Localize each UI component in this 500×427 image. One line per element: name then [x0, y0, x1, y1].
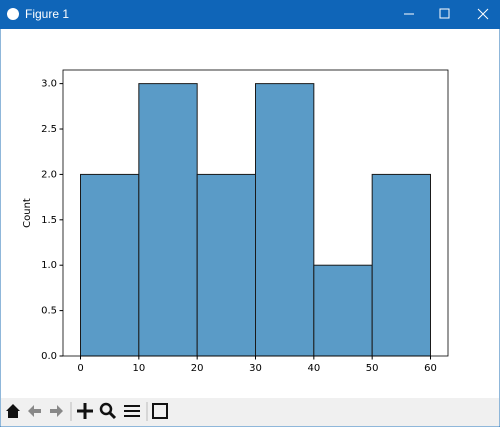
toolbar — [1, 398, 499, 426]
x-tick-label: 40 — [307, 363, 320, 374]
configure-button[interactable] — [124, 405, 140, 417]
y-tick-label: 0.0 — [41, 351, 57, 362]
bar — [255, 83, 315, 357]
x-tick-label: 50 — [366, 363, 379, 374]
home-button[interactable] — [6, 404, 20, 418]
zoom-button[interactable] — [99, 402, 117, 420]
x-tick-label: 60 — [424, 363, 437, 374]
y-tick-label: 2.5 — [41, 124, 57, 135]
x-tick-label: 10 — [132, 363, 145, 374]
bar — [138, 83, 198, 357]
x-tick-label: 0 — [77, 363, 83, 374]
app-icon — [7, 8, 19, 20]
title-bar — [0, 0, 500, 29]
y-tick-label: 0.5 — [41, 306, 57, 317]
y-tick-label: 2.0 — [41, 169, 57, 180]
back-button[interactable] — [28, 405, 41, 417]
maximize-button[interactable] — [439, 8, 450, 19]
save-button[interactable] — [152, 403, 168, 419]
y-tick-label: 3.0 — [41, 79, 57, 90]
pan-button[interactable] — [77, 403, 93, 419]
window-title: Figure 1 — [25, 7, 69, 21]
forward-button[interactable] — [50, 405, 63, 417]
x-tick-label: 20 — [191, 363, 204, 374]
y-tick-label: 1.0 — [41, 260, 57, 271]
x-tick-label: 30 — [249, 363, 262, 374]
y-tick-label: 1.5 — [41, 215, 57, 226]
y-axis-label: Count — [22, 198, 33, 228]
close-button[interactable] — [477, 8, 489, 20]
bar — [196, 173, 257, 357]
bar — [313, 264, 373, 357]
bar — [80, 173, 140, 357]
bar — [371, 173, 431, 357]
